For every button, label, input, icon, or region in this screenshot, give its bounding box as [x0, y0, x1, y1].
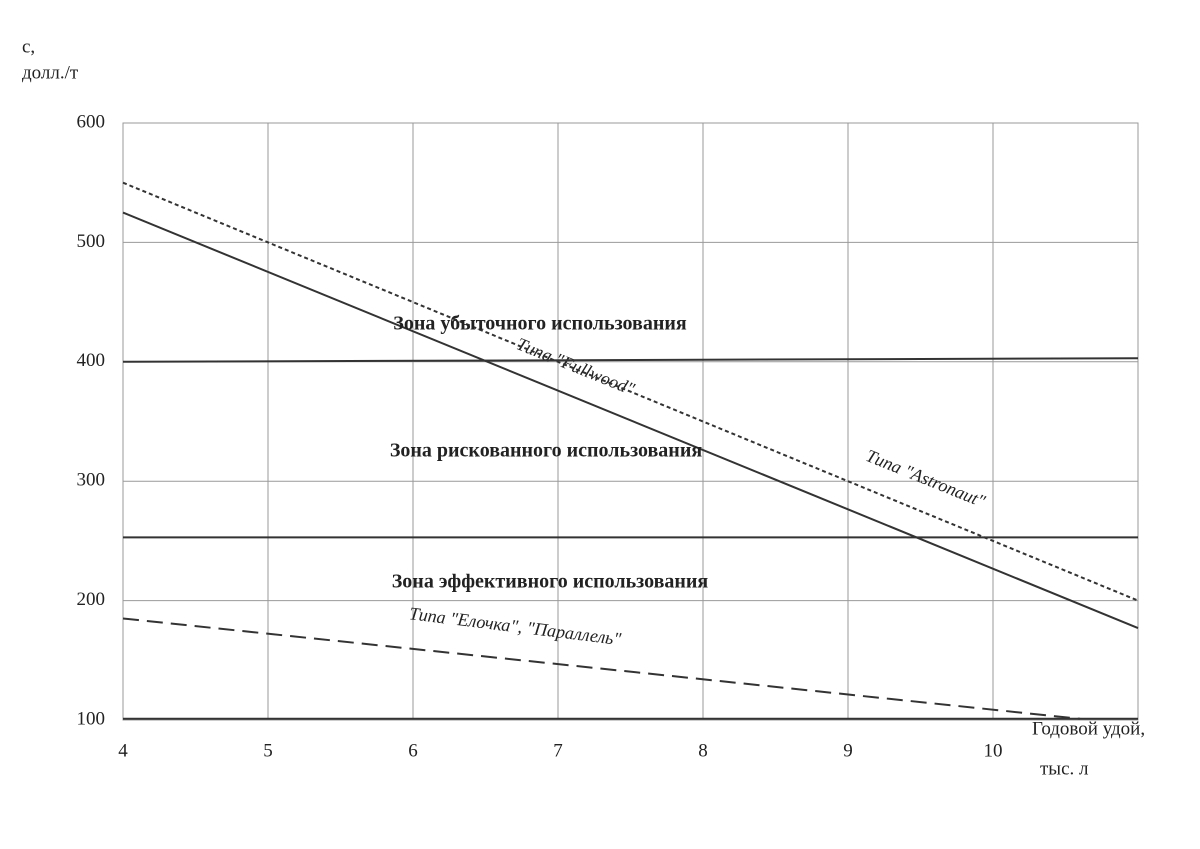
series-label: Типа "Елочка", "Параллель" [408, 603, 622, 649]
x-axis-label: Годовой удой, [1032, 718, 1145, 739]
series-line [122, 357, 1139, 363]
zone-label: Зона эффективного использования [392, 571, 709, 593]
x-axis-label: тыс. л [1040, 758, 1089, 779]
y-tick-label: 100 [77, 708, 106, 729]
x-tick-label: 9 [843, 740, 853, 761]
series-label: Типа "Fullwood" [514, 334, 638, 400]
x-tick-label: 4 [118, 740, 128, 761]
series-line [122, 211, 1139, 629]
zone-label: Зона рискованного использования [390, 440, 703, 462]
x-tick-label: 6 [408, 740, 418, 761]
plot-frame [122, 122, 1139, 721]
y-tick-label: 400 [77, 350, 106, 371]
y-axis-label: долл./т [22, 62, 79, 83]
x-tick-label: 7 [553, 740, 563, 761]
y-tick-label: 200 [77, 589, 106, 610]
y-tick-label: 500 [77, 231, 106, 252]
zone-label: Зона убыточного использования [393, 313, 687, 335]
y-axis-label: с, [22, 36, 35, 57]
x-tick-label: 8 [698, 740, 708, 761]
y-tick-label: 300 [77, 470, 106, 491]
y-tick-label: 600 [77, 111, 106, 132]
x-tick-label: 10 [984, 740, 1003, 761]
series-line [122, 181, 1139, 602]
series-label: Типа "Astronaut" [863, 445, 988, 511]
series-line [122, 617, 1081, 720]
x-tick-label: 5 [263, 740, 273, 761]
